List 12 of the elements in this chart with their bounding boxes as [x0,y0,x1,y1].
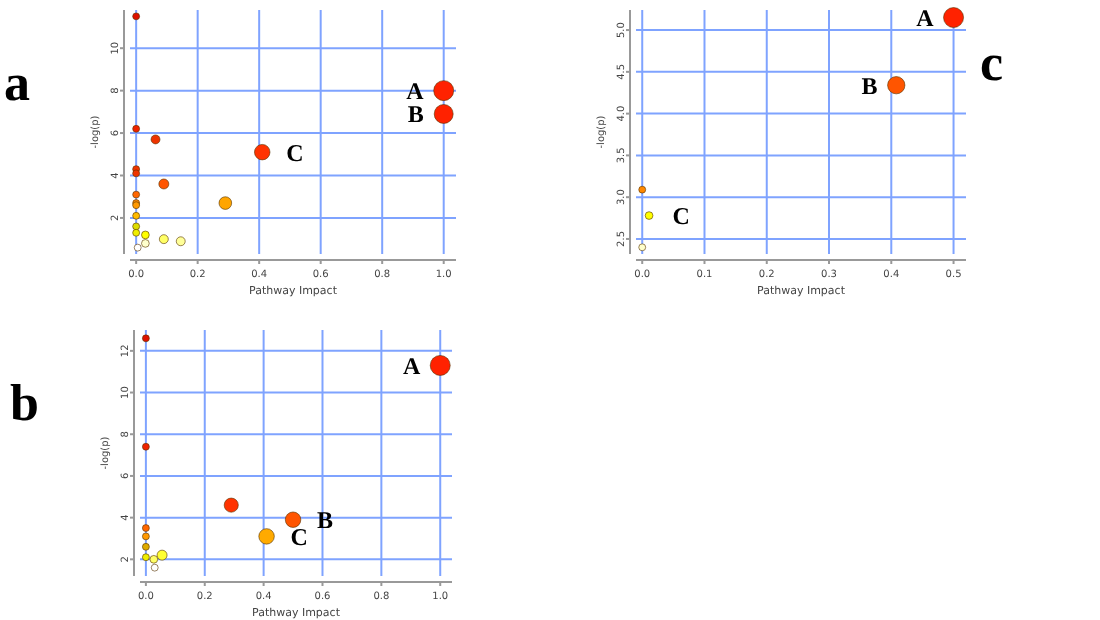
text: a [4,54,30,112]
annotation: A [406,77,425,106]
annotation: C [290,522,308,551]
text: c [980,34,1004,92]
annotation: B [407,100,424,129]
annotation: C [286,138,304,167]
text: b [10,374,39,432]
annotation: B [317,506,334,535]
annotation: A [402,351,421,380]
annotation: C [672,201,690,230]
annotation: B [861,71,878,100]
annotation: A [916,3,935,32]
